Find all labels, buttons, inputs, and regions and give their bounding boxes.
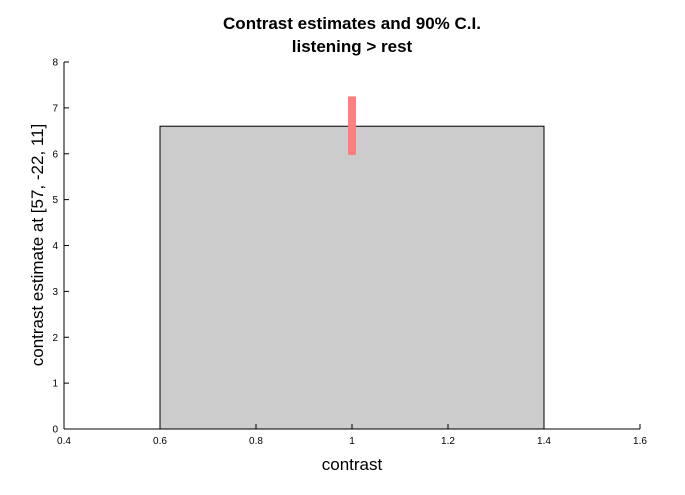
y-tick-label: 0 bbox=[52, 425, 58, 436]
bar-1 bbox=[159, 125, 545, 430]
y-axis-label: contrast estimate at [57, -22, 11] bbox=[28, 124, 47, 367]
x-tick-label: 1.6 bbox=[633, 436, 647, 447]
chart-title: Contrast estimates and 90% C.I. bbox=[223, 14, 481, 33]
y-tick-label: 8 bbox=[52, 58, 58, 69]
x-axis-label: contrast bbox=[322, 455, 383, 474]
y-tick-label: 5 bbox=[52, 195, 58, 206]
x-tick-label: 0.4 bbox=[57, 436, 71, 447]
y-tick-label: 6 bbox=[52, 149, 58, 160]
x-tick-label: 0.8 bbox=[249, 436, 263, 447]
y-tick-label: 3 bbox=[52, 287, 58, 298]
y-tick-label: 2 bbox=[52, 333, 58, 344]
x-tick-label: 1 bbox=[349, 436, 355, 447]
y-tick-label: 4 bbox=[52, 241, 58, 252]
y-tick-label: 1 bbox=[52, 379, 58, 390]
x-tick-label: 1.4 bbox=[537, 436, 551, 447]
chart-subtitle: listening > rest bbox=[292, 37, 413, 56]
ci-bar-1 bbox=[348, 96, 356, 156]
plot-area: 0.4 0.6 0.8 1 1.2 1.4 1.6 0 1 2 3 4 5 6 7 8 bbox=[52, 58, 647, 448]
x-tick-label: 1.2 bbox=[441, 436, 455, 447]
x-tick-label: 0.6 bbox=[153, 436, 167, 447]
y-tick-label: 7 bbox=[52, 103, 58, 114]
